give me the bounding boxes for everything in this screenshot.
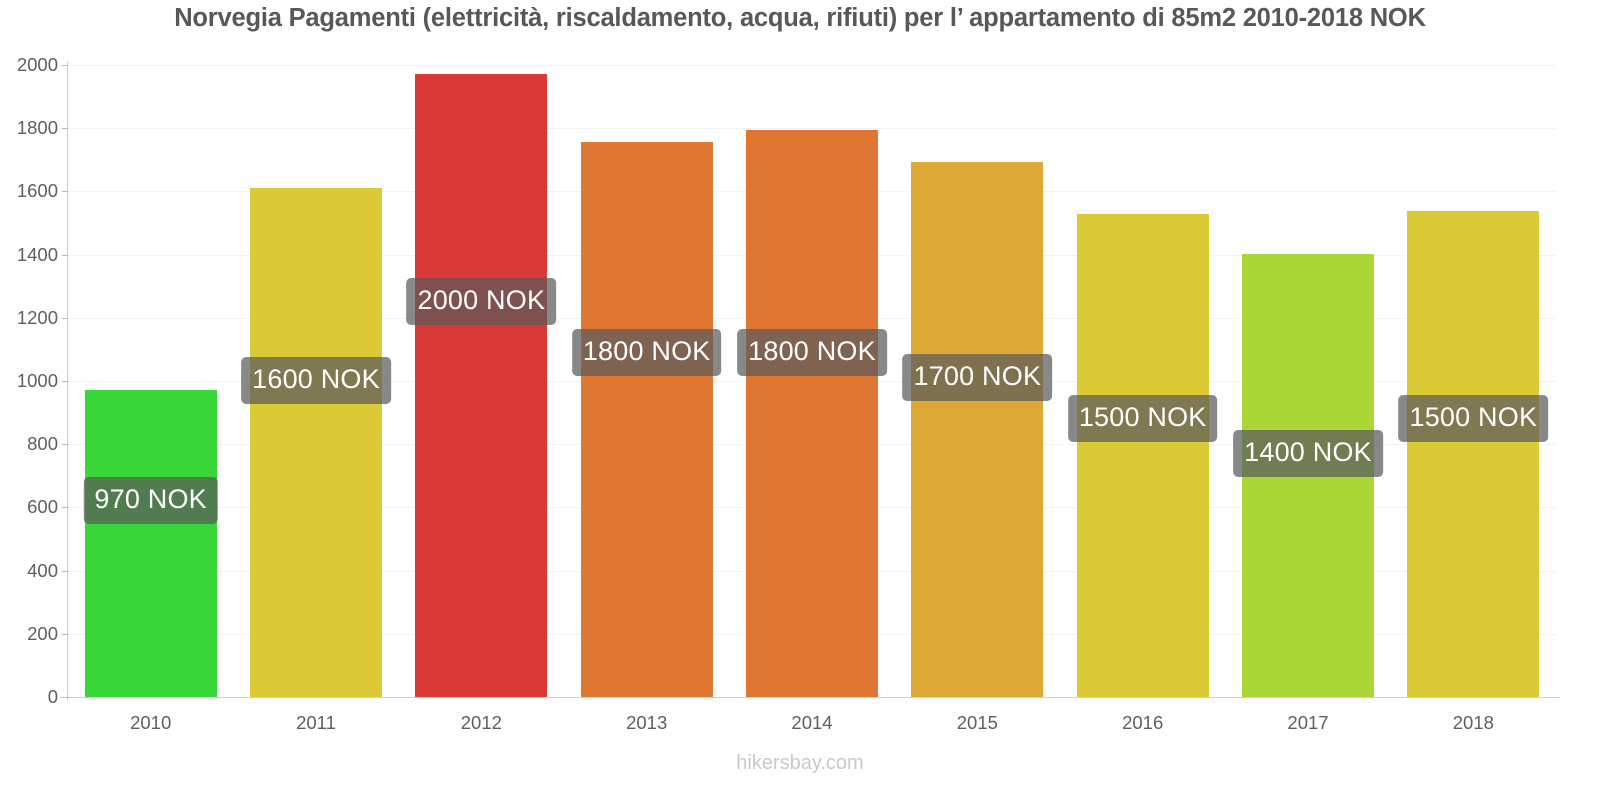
y-axis-tick-label: 1800 [16, 117, 58, 139]
y-axis-tick-label: 800 [27, 433, 58, 455]
bar-value-label: 1400 NOK [1233, 429, 1383, 477]
bar-value-label: 970 NOK [83, 477, 218, 525]
y-axis-tick-label: 200 [27, 622, 58, 644]
x-axis-tick-label: 2016 [1122, 712, 1164, 733]
y-axis-tick-mark [62, 570, 68, 572]
x-axis-tick-label: 2014 [791, 712, 833, 733]
gridline [68, 697, 1556, 698]
bar[interactable] [1076, 213, 1209, 697]
bar[interactable] [1407, 211, 1540, 697]
y-axis-tick-label: 0 [47, 686, 58, 707]
gridline [68, 128, 1556, 130]
bar-value-label: 1500 NOK [1398, 394, 1549, 442]
x-axis-tick-label: 2010 [130, 712, 172, 733]
gridline [68, 65, 1556, 66]
y-axis-tick-label: 1600 [16, 180, 58, 202]
bar[interactable] [249, 187, 383, 697]
bar-value-label: 1700 NOK [902, 353, 1053, 401]
bar-value-label: 1800 NOK [737, 328, 887, 376]
chart-title: Norvegia Pagamenti (elettricità, riscald… [174, 4, 1426, 32]
y-axis-tick-mark [62, 633, 68, 635]
bar[interactable] [415, 74, 548, 697]
plot-area: 970 NOK 1600 NOK 2000 NOK 1800 NOK 1800 NOK 1… [68, 65, 1556, 698]
x-axis-tick-label: 2012 [460, 712, 502, 733]
y-axis-tick-mark [62, 65, 68, 66]
x-axis-tick-label: 2018 [1452, 712, 1494, 733]
y-axis-tick-mark [62, 507, 68, 509]
y-axis-tick-label: 600 [27, 496, 58, 518]
footer-credit: hikersbay.com [736, 752, 864, 774]
bar[interactable] [911, 162, 1044, 697]
x-axis-tick-label: 2013 [626, 712, 668, 733]
bar-value-label: 2000 NOK [406, 278, 557, 325]
bar-value-label: 1600 NOK [241, 357, 391, 404]
bar-value-label: 1800 NOK [571, 328, 722, 376]
y-axis-tick-mark [62, 191, 68, 193]
y-axis-tick-label: 1000 [16, 370, 58, 391]
x-axis-tick-label: 2017 [1287, 712, 1329, 733]
y-axis-tick-mark [62, 317, 68, 319]
y-axis-tick-label: 1400 [16, 243, 58, 265]
y-axis-tick-mark [62, 381, 68, 382]
y-axis-tick-mark [62, 254, 68, 256]
bar[interactable] [745, 130, 879, 697]
x-axis-tick-label: 2011 [296, 712, 336, 733]
y-axis-tick-mark [62, 444, 68, 446]
y-axis-tick-mark [62, 128, 68, 130]
y-axis-tick-label: 1200 [16, 306, 58, 328]
y-axis-tick-mark [62, 697, 68, 698]
y-axis-tick-label: 400 [27, 559, 58, 581]
x-axis-tick-label: 2015 [956, 712, 998, 733]
y-axis-tick-label: 2000 [16, 54, 58, 75]
bar-value-label: 1500 NOK [1067, 394, 1218, 442]
bar[interactable] [580, 142, 713, 697]
bar[interactable] [84, 390, 217, 697]
